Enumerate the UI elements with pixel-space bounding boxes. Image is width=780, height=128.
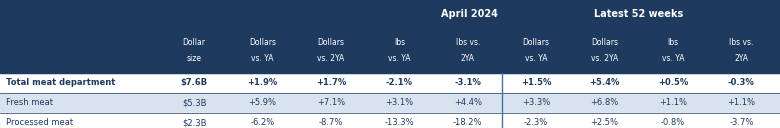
Text: Dollars: Dollars [591, 38, 618, 47]
Text: +2.5%: +2.5% [590, 118, 619, 127]
Text: -0.8%: -0.8% [661, 118, 685, 127]
Text: +4.4%: +4.4% [454, 98, 482, 107]
Bar [0, 73, 780, 93]
Bar [0, 93, 780, 113]
Text: $5.3B: $5.3B [182, 98, 207, 107]
Text: Fresh meat: Fresh meat [6, 98, 53, 107]
Text: -0.3%: -0.3% [728, 78, 755, 87]
Text: April 2024: April 2024 [441, 9, 498, 19]
Text: +1.1%: +1.1% [659, 98, 687, 107]
Text: vs. YA: vs. YA [661, 54, 684, 63]
Text: Processed meat: Processed meat [6, 118, 73, 127]
Text: +5.4%: +5.4% [590, 78, 620, 87]
Text: 2YA: 2YA [461, 54, 475, 63]
Text: +7.1%: +7.1% [317, 98, 345, 107]
Text: lbs: lbs [668, 38, 679, 47]
Text: vs. 2YA: vs. 2YA [317, 54, 345, 63]
Text: -18.2%: -18.2% [453, 118, 483, 127]
Text: Dollars: Dollars [249, 38, 276, 47]
Text: lbs vs.: lbs vs. [456, 38, 480, 47]
Text: +0.5%: +0.5% [658, 78, 688, 87]
Text: -2.3%: -2.3% [524, 118, 548, 127]
Text: -3.7%: -3.7% [729, 118, 753, 127]
Text: -13.3%: -13.3% [385, 118, 414, 127]
Text: +6.8%: +6.8% [590, 98, 619, 107]
Bar [0, 28, 780, 73]
Text: size: size [186, 54, 201, 63]
Bar [0, 113, 780, 128]
Text: +1.9%: +1.9% [247, 78, 278, 87]
Text: +1.1%: +1.1% [728, 98, 755, 107]
Text: -3.1%: -3.1% [454, 78, 481, 87]
Text: $7.6B: $7.6B [180, 78, 207, 87]
Text: +3.1%: +3.1% [385, 98, 413, 107]
Text: lbs vs.: lbs vs. [729, 38, 753, 47]
Text: $2.3B: $2.3B [182, 118, 207, 127]
Text: -8.7%: -8.7% [319, 118, 343, 127]
Text: vs. YA: vs. YA [251, 54, 274, 63]
Text: -6.2%: -6.2% [250, 118, 275, 127]
Text: Dollars: Dollars [523, 38, 550, 47]
Text: vs. 2YA: vs. 2YA [591, 54, 619, 63]
Text: -2.1%: -2.1% [386, 78, 413, 87]
Text: vs. YA: vs. YA [525, 54, 548, 63]
Text: Dollar: Dollar [183, 38, 206, 47]
Text: vs. YA: vs. YA [388, 54, 410, 63]
Text: lbs: lbs [394, 38, 405, 47]
Text: +1.7%: +1.7% [316, 78, 346, 87]
Text: 2YA: 2YA [734, 54, 748, 63]
Text: +3.3%: +3.3% [522, 98, 550, 107]
Text: Total meat department: Total meat department [6, 78, 115, 87]
Text: Dollars: Dollars [317, 38, 345, 47]
Text: +1.5%: +1.5% [521, 78, 551, 87]
Text: Latest 52 weeks: Latest 52 weeks [594, 9, 683, 19]
Text: +5.9%: +5.9% [249, 98, 276, 107]
Bar [0, 0, 780, 28]
